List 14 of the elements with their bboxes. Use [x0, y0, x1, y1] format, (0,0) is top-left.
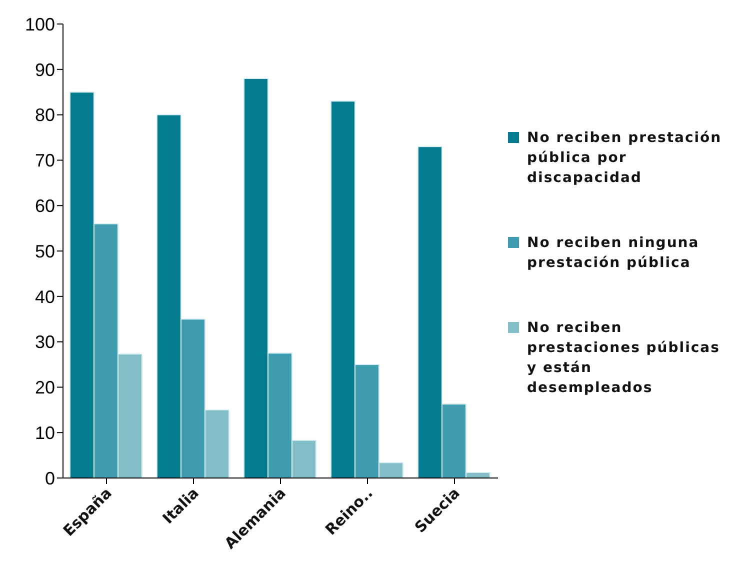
y-tick-label: 50	[34, 241, 55, 262]
y-tick-label: 0	[44, 468, 55, 488]
y-tick-label: 40	[34, 286, 55, 307]
y-tick-label: 80	[34, 105, 55, 126]
legend-label: No reciben prestación pública por discapacidad	[527, 129, 723, 188]
y-tick-label: 30	[34, 332, 55, 352]
legend-label: No reciben ninguna prestación pública	[527, 234, 700, 273]
y-tick-label: 70	[34, 150, 55, 171]
legend-label: No reciben prestaciones públicas y están desempleados	[527, 319, 721, 398]
y-tick-label: 100	[24, 14, 55, 34]
y-tick-label: 60	[34, 196, 55, 216]
y-tick-label: 90	[34, 60, 55, 80]
y-tick-label: 20	[34, 378, 55, 398]
y-tick-label: 10	[34, 422, 55, 443]
